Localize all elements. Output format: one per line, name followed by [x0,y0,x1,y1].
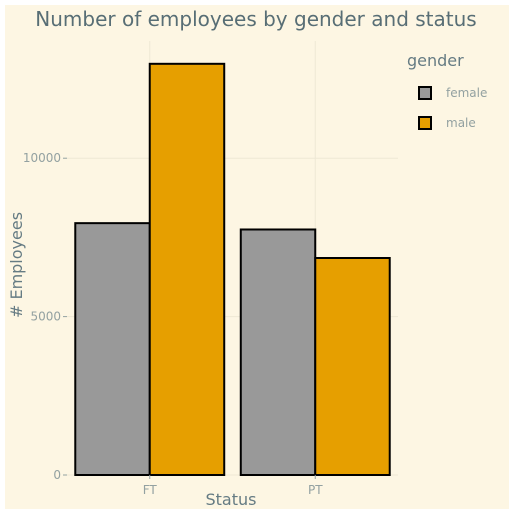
legend-label-male: male [446,116,476,130]
chart-frame: Number of employees by gender and status… [5,5,509,509]
legend-title: gender [407,51,464,70]
x-axis: FT PT [143,475,323,497]
y-tick-label: 0 [53,468,61,482]
x-tick-label: FT [143,483,158,497]
bar-ft-female [74,222,151,476]
y-axis: 0 5000 10000 [23,151,67,482]
chart-title: Number of employees by gender and status [35,7,476,31]
y-tick-label: 10000 [23,151,61,165]
x-axis-title: Status [206,490,257,509]
bar-pt-female [239,228,317,476]
bar-pt-male [314,257,391,476]
x-tick-label: PT [308,483,323,497]
legend-label-female: female [446,86,487,100]
y-tick-label: 5000 [30,310,61,324]
legend-swatch-female [418,86,432,100]
bar-ft-male [148,62,226,477]
legend: gender female male [407,51,487,130]
y-axis-title: # Employees [7,212,26,318]
bars-layer [74,62,391,477]
chart-svg: Number of employees by gender and status… [7,7,487,509]
legend-swatch-male [418,116,432,130]
